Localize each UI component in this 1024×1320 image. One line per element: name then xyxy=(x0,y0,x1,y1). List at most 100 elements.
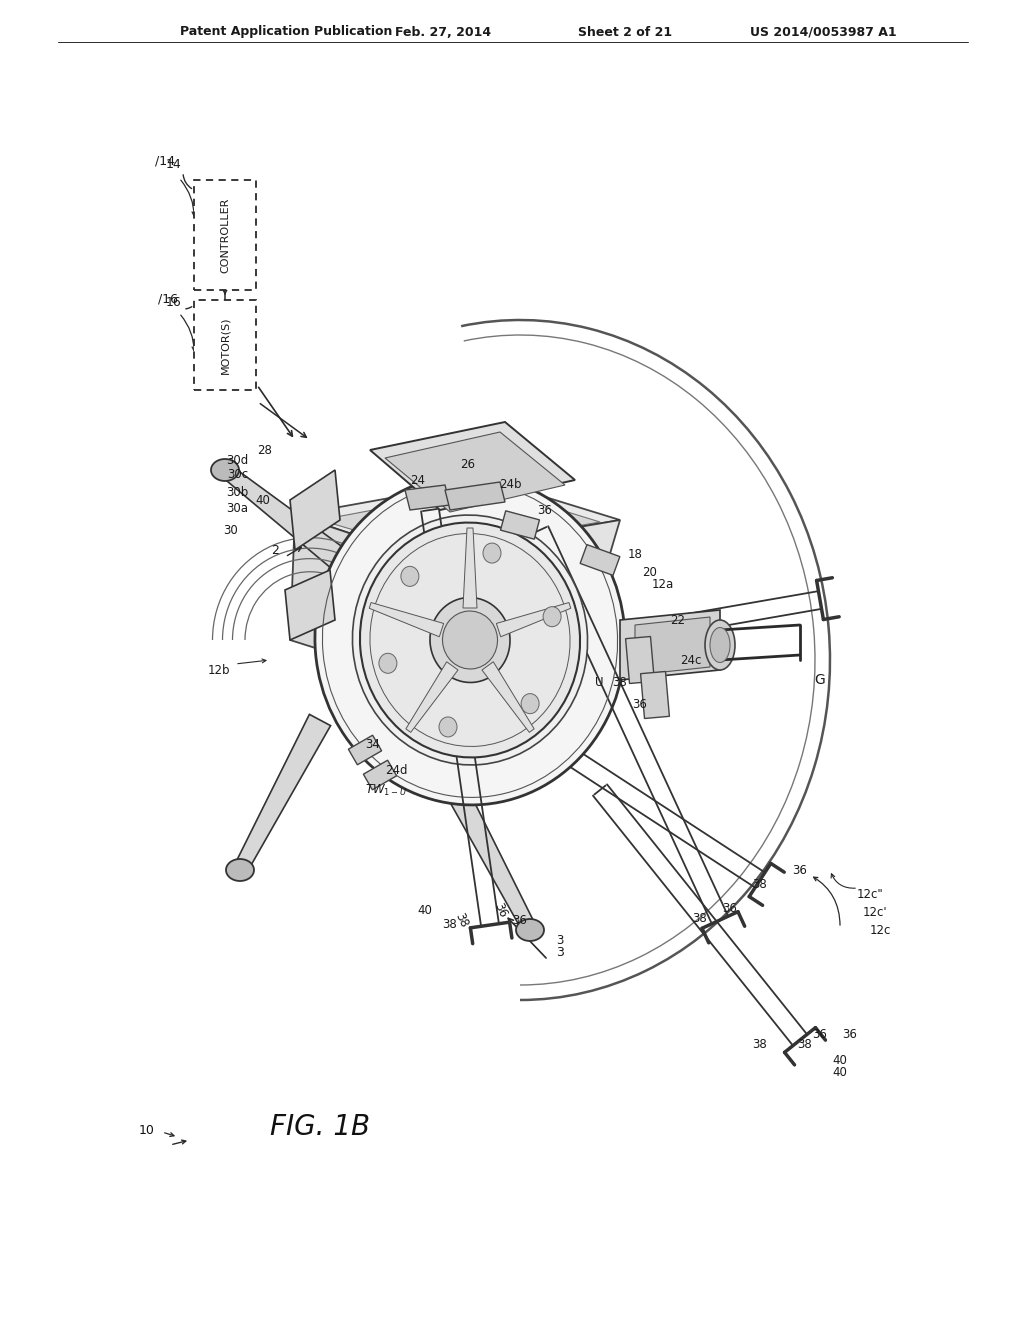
Text: 40: 40 xyxy=(833,1065,848,1078)
Text: 38: 38 xyxy=(612,676,628,689)
Polygon shape xyxy=(445,482,505,510)
Text: 30d: 30d xyxy=(225,454,248,466)
Text: 24b: 24b xyxy=(499,479,521,491)
Polygon shape xyxy=(406,661,458,733)
Text: 12a: 12a xyxy=(652,578,674,591)
Polygon shape xyxy=(295,480,620,554)
Ellipse shape xyxy=(710,627,730,663)
Text: 12c: 12c xyxy=(870,924,891,936)
Text: Patent Application Publication: Patent Application Publication xyxy=(180,25,392,38)
Ellipse shape xyxy=(483,543,501,564)
Polygon shape xyxy=(501,511,540,539)
Text: 3: 3 xyxy=(556,945,564,958)
Text: 26: 26 xyxy=(461,458,475,470)
Text: 36: 36 xyxy=(723,902,737,915)
Text: 10: 10 xyxy=(139,1123,155,1137)
Text: 2: 2 xyxy=(271,544,279,557)
Ellipse shape xyxy=(226,859,254,880)
Polygon shape xyxy=(626,636,654,684)
Text: 20: 20 xyxy=(642,565,656,578)
Text: 30b: 30b xyxy=(225,486,248,499)
Text: 36: 36 xyxy=(793,863,808,876)
Ellipse shape xyxy=(439,717,457,737)
Polygon shape xyxy=(385,432,565,512)
Text: 36: 36 xyxy=(843,1028,857,1041)
Polygon shape xyxy=(319,488,600,552)
Polygon shape xyxy=(581,545,620,576)
Polygon shape xyxy=(364,760,396,789)
FancyBboxPatch shape xyxy=(194,180,256,290)
Ellipse shape xyxy=(315,475,625,805)
Text: 36: 36 xyxy=(633,698,647,711)
Text: 38: 38 xyxy=(692,912,708,924)
Ellipse shape xyxy=(360,523,580,758)
Ellipse shape xyxy=(442,611,498,669)
Text: US 2014/0053987 A1: US 2014/0053987 A1 xyxy=(750,25,897,38)
Polygon shape xyxy=(406,484,450,510)
Text: 24: 24 xyxy=(410,474,425,487)
Ellipse shape xyxy=(379,653,397,673)
Ellipse shape xyxy=(521,693,539,714)
Polygon shape xyxy=(290,515,415,671)
Text: 12c": 12c" xyxy=(857,887,884,900)
Ellipse shape xyxy=(430,598,510,682)
Polygon shape xyxy=(385,520,620,671)
Text: Feb. 27, 2014: Feb. 27, 2014 xyxy=(395,25,492,38)
Text: 24c: 24c xyxy=(680,653,701,667)
Polygon shape xyxy=(429,755,537,933)
Polygon shape xyxy=(290,470,340,550)
Text: 36: 36 xyxy=(513,913,527,927)
Text: 28: 28 xyxy=(257,444,272,457)
Ellipse shape xyxy=(211,459,239,480)
Ellipse shape xyxy=(705,620,735,671)
Text: /14: /14 xyxy=(155,154,175,168)
Ellipse shape xyxy=(516,919,544,941)
Ellipse shape xyxy=(543,607,561,627)
Text: 30: 30 xyxy=(223,524,238,536)
Polygon shape xyxy=(233,714,331,874)
Text: 40: 40 xyxy=(833,1053,848,1067)
Polygon shape xyxy=(497,602,570,636)
Text: 38: 38 xyxy=(753,879,767,891)
Text: $TW_{1-U}$: $TW_{1-U}$ xyxy=(365,783,407,797)
Text: /16: /16 xyxy=(158,292,178,305)
Text: 36: 36 xyxy=(490,900,509,920)
Text: 40: 40 xyxy=(256,494,270,507)
Text: 38: 38 xyxy=(442,919,458,932)
Text: 36: 36 xyxy=(538,503,552,516)
Text: 30c: 30c xyxy=(227,469,248,482)
Text: 22: 22 xyxy=(670,614,685,627)
Text: 3: 3 xyxy=(556,933,563,946)
Text: CONTROLLER: CONTROLLER xyxy=(220,197,230,273)
Text: 14: 14 xyxy=(165,158,181,172)
Polygon shape xyxy=(482,661,535,733)
Text: U: U xyxy=(595,676,603,689)
Polygon shape xyxy=(370,422,575,510)
Polygon shape xyxy=(285,570,335,640)
Polygon shape xyxy=(620,610,720,680)
Polygon shape xyxy=(220,465,347,569)
Text: 12b: 12b xyxy=(208,664,230,676)
Ellipse shape xyxy=(400,566,419,586)
Text: 30a: 30a xyxy=(226,502,248,515)
Text: 34: 34 xyxy=(365,738,380,751)
Text: 16: 16 xyxy=(165,296,181,309)
Text: 24d: 24d xyxy=(385,763,408,776)
Text: G: G xyxy=(815,673,825,686)
Text: 36: 36 xyxy=(813,1028,827,1041)
Text: 38: 38 xyxy=(798,1039,812,1052)
Text: 40: 40 xyxy=(418,903,432,916)
Text: Sheet 2 of 21: Sheet 2 of 21 xyxy=(578,25,672,38)
Text: 38: 38 xyxy=(753,1039,767,1052)
Text: MOTOR(S): MOTOR(S) xyxy=(220,317,230,374)
Ellipse shape xyxy=(352,515,588,766)
Polygon shape xyxy=(635,616,710,675)
Polygon shape xyxy=(641,672,670,718)
Text: FIG. 1B: FIG. 1B xyxy=(270,1113,370,1140)
Polygon shape xyxy=(348,735,382,764)
Text: 18: 18 xyxy=(628,549,643,561)
Text: 12c': 12c' xyxy=(863,906,888,919)
FancyBboxPatch shape xyxy=(194,300,256,389)
Text: 38: 38 xyxy=(452,911,470,929)
Polygon shape xyxy=(463,528,477,609)
